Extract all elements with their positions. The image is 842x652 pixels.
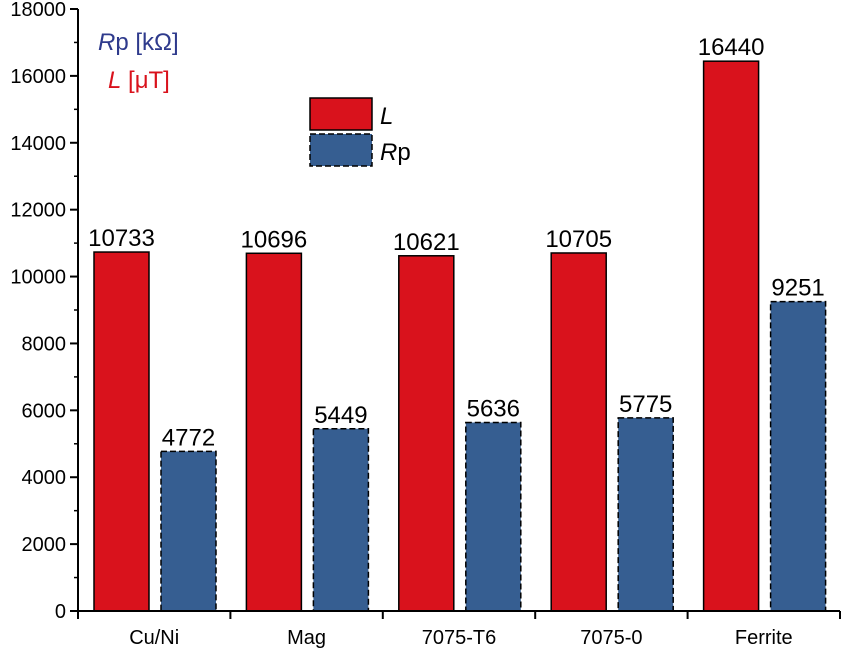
- y-tick-label-9: 18000: [10, 0, 66, 21]
- legend-label-rp: Rp: [380, 139, 411, 166]
- y-tick-label-8: 16000: [10, 66, 66, 88]
- bar-l-0: [93, 251, 150, 612]
- y-tick-label-6: 12000: [10, 200, 66, 222]
- bars-group: [93, 60, 827, 612]
- legend-label-l: L: [380, 103, 393, 130]
- bar-rp-0: [160, 450, 217, 612]
- data-label-rp-3: 5775: [619, 391, 672, 418]
- data-label-l-4: 16440: [698, 34, 765, 61]
- data-label-rp-0: 4772: [162, 424, 215, 451]
- bar-l-1: [245, 252, 303, 612]
- y-tick-label-0: 0: [55, 601, 66, 623]
- data-label-l-2: 10621: [393, 229, 460, 256]
- bar-l-3: [550, 252, 607, 612]
- y-tick-label-4: 8000: [22, 333, 67, 355]
- annotation-l-units: L [μT]: [108, 67, 170, 94]
- data-labels-group: 10733 10696 10621 10705 16440 4772 5449 5636 577…: [88, 34, 825, 451]
- legend-swatch-l: [309, 97, 373, 131]
- data-label-l-0: 10733: [88, 225, 155, 252]
- y-tick-label-2: 4000: [22, 467, 67, 489]
- bar-l-4: [702, 60, 760, 612]
- y-tick-label-7: 14000: [10, 133, 66, 155]
- annotation-rp-units: Rp [kΩ]: [98, 29, 179, 56]
- x-category-label-0: Cu/Ni: [129, 627, 179, 649]
- units-annotation: Rp [kΩ] L [μT]: [98, 29, 179, 94]
- data-label-rp-1: 5449: [314, 402, 367, 429]
- data-label-rp-2: 5636: [467, 396, 520, 423]
- x-category-label-2: 7075-T6: [422, 627, 497, 649]
- bar-rp-1: [312, 428, 370, 612]
- data-label-rp-4: 9251: [771, 275, 824, 302]
- x-category-label-1: Mag: [287, 627, 326, 649]
- y-tick-label-5: 10000: [10, 267, 66, 289]
- bar-l-2: [398, 255, 455, 612]
- legend: L Rp: [308, 97, 420, 169]
- data-label-l-1: 10696: [241, 226, 308, 253]
- data-label-l-3: 10705: [545, 226, 612, 253]
- x-category-label-4: Ferrite: [735, 627, 793, 649]
- legend-swatch-rp: [309, 133, 373, 167]
- bar-rp-3: [617, 417, 674, 612]
- x-category-label-3: 7075-0: [580, 627, 642, 649]
- axes-group: 0 2000 4000 6000 8000 10000 12000 14000 16000 180…: [10, 0, 841, 649]
- y-tick-label-1: 2000: [22, 534, 67, 556]
- bar-rp-2: [465, 421, 522, 612]
- bar-rp-4: [769, 300, 827, 612]
- y-tick-label-3: 6000: [22, 400, 67, 422]
